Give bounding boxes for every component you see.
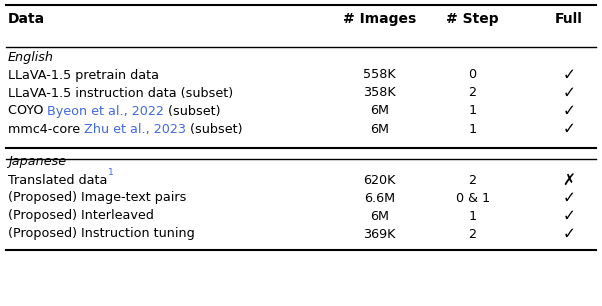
Text: (Proposed) Interleaved: (Proposed) Interleaved (8, 210, 154, 222)
Text: Byeon et al., 2022: Byeon et al., 2022 (48, 105, 164, 118)
Text: mmc4-core: mmc4-core (8, 122, 84, 136)
Text: 369K: 369K (363, 227, 396, 241)
Text: 6.6M: 6.6M (364, 192, 395, 204)
Text: (Proposed) Instruction tuning: (Proposed) Instruction tuning (8, 227, 194, 241)
Text: 6M: 6M (370, 105, 389, 118)
Text: ✓: ✓ (562, 121, 576, 136)
Text: Full: Full (555, 12, 583, 26)
Text: 1: 1 (468, 210, 477, 222)
Text: 620K: 620K (363, 174, 396, 186)
Text: COYO: COYO (8, 105, 48, 118)
Text: 6M: 6M (370, 210, 389, 222)
Text: ✓: ✓ (562, 103, 576, 118)
Text: (Proposed) Image-text pairs: (Proposed) Image-text pairs (8, 192, 186, 204)
Text: # Images: # Images (343, 12, 416, 26)
Text: English: English (8, 50, 54, 64)
Text: ✓: ✓ (562, 208, 576, 223)
Text: 2: 2 (468, 174, 477, 186)
Text: 6M: 6M (370, 122, 389, 136)
Text: 358K: 358K (363, 87, 396, 99)
Text: 1: 1 (468, 122, 477, 136)
Text: 1: 1 (108, 168, 114, 177)
Text: Translated data: Translated data (8, 174, 107, 186)
Text: 2: 2 (468, 87, 477, 99)
Text: LLaVA-1.5 instruction data (subset): LLaVA-1.5 instruction data (subset) (8, 87, 233, 99)
Text: 558K: 558K (363, 69, 396, 81)
Text: Zhu et al., 2023: Zhu et al., 2023 (84, 122, 186, 136)
Text: # Step: # Step (446, 12, 499, 26)
Text: 0: 0 (468, 69, 477, 81)
Text: ✓: ✓ (562, 85, 576, 100)
Text: (subset): (subset) (186, 122, 243, 136)
Text: ✓: ✓ (562, 191, 576, 206)
Text: LLaVA-1.5 pretrain data: LLaVA-1.5 pretrain data (8, 69, 159, 81)
Text: Japanese: Japanese (8, 155, 66, 169)
Text: Data: Data (8, 12, 45, 26)
Text: 2: 2 (468, 227, 477, 241)
Text: ✗: ✗ (562, 173, 576, 188)
Text: 0 & 1: 0 & 1 (456, 192, 489, 204)
Text: 1: 1 (468, 105, 477, 118)
Text: (subset): (subset) (164, 105, 221, 118)
Text: ✓: ✓ (562, 68, 576, 83)
Text: ✓: ✓ (562, 226, 576, 241)
